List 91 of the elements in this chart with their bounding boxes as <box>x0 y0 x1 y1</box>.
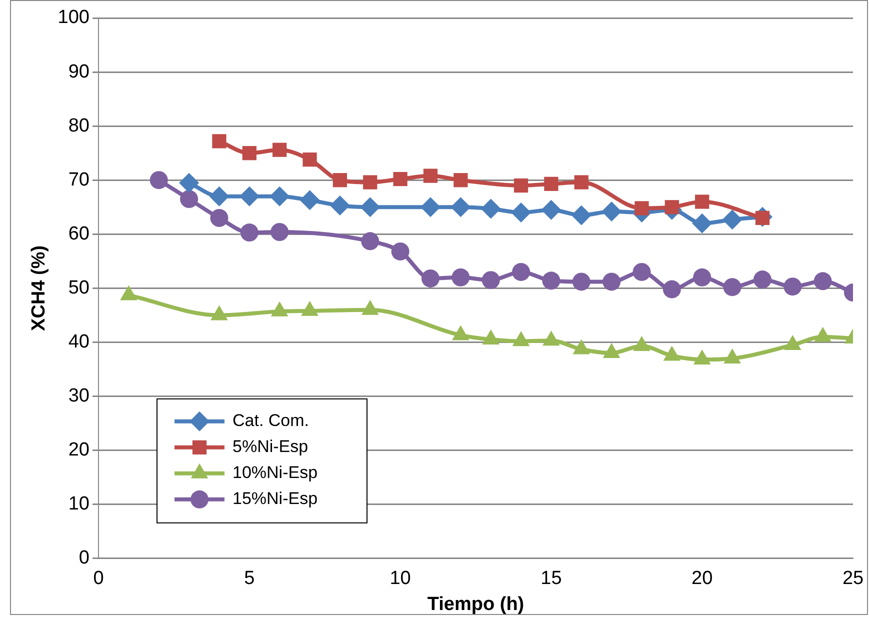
point <box>633 336 650 352</box>
y-tick-label: 40 <box>68 331 90 352</box>
x-tick-label: 20 <box>692 568 713 590</box>
point <box>452 268 470 286</box>
x-tick-label: 15 <box>540 568 562 590</box>
point <box>541 200 562 220</box>
point <box>480 198 501 219</box>
point <box>330 196 350 216</box>
point <box>180 190 198 208</box>
y-axis-title: XCH4 (%) <box>28 245 50 331</box>
y-tick-label: 80 <box>68 115 90 136</box>
point <box>634 201 649 216</box>
point <box>239 186 260 206</box>
legend-label: 5%Ni-Esp <box>232 437 308 456</box>
y-tick-label: 90 <box>68 61 90 82</box>
y-tick-label: 60 <box>68 223 90 244</box>
point <box>753 270 772 289</box>
point <box>120 285 138 300</box>
point <box>602 201 622 222</box>
point <box>695 194 710 209</box>
point <box>420 197 440 218</box>
point <box>814 326 832 342</box>
point <box>784 334 802 350</box>
point <box>723 278 742 296</box>
point <box>663 346 681 361</box>
point <box>452 325 470 340</box>
point <box>724 348 741 364</box>
y-tick-label: 70 <box>68 169 90 190</box>
point <box>391 242 410 260</box>
legend-label: 10%Ni-Esp <box>232 463 318 482</box>
point <box>212 134 226 148</box>
point <box>210 208 228 227</box>
point <box>150 171 168 190</box>
point <box>301 300 318 316</box>
point <box>574 175 588 190</box>
point <box>542 330 560 346</box>
point <box>270 301 288 316</box>
point <box>450 197 471 218</box>
point <box>423 168 438 183</box>
point <box>692 213 712 234</box>
y-tick-label: 30 <box>68 386 90 407</box>
point <box>270 186 290 206</box>
point <box>332 173 348 188</box>
point <box>240 224 258 242</box>
legend-label: 15%Ni-Esp <box>232 489 318 508</box>
point <box>300 190 320 210</box>
point <box>514 178 528 193</box>
point <box>814 272 832 290</box>
point <box>722 210 742 230</box>
point <box>209 186 230 206</box>
point <box>421 269 440 288</box>
point <box>454 173 468 188</box>
point <box>784 278 802 296</box>
point <box>363 175 378 190</box>
point <box>302 152 317 167</box>
legend-label: Cat. Com. <box>232 411 310 430</box>
y-tick-label: 20 <box>68 440 90 461</box>
point <box>511 202 532 223</box>
point <box>179 172 200 193</box>
point <box>210 305 228 320</box>
point <box>361 232 380 250</box>
y-tick-label: 50 <box>68 277 90 298</box>
point <box>544 176 558 191</box>
point <box>482 330 500 345</box>
point <box>512 262 530 281</box>
point <box>572 272 590 291</box>
point <box>693 350 711 365</box>
point <box>242 146 256 160</box>
x-axis-title: Tiempo (h) <box>427 594 524 615</box>
point <box>632 262 651 281</box>
y-tick-label: 100 <box>58 7 90 28</box>
point <box>393 172 408 186</box>
y-tick-label: 0 <box>78 548 90 569</box>
y-tick-label: 10 <box>68 494 90 515</box>
point <box>361 300 379 315</box>
point <box>482 271 500 290</box>
point <box>662 280 681 298</box>
x-tick-label: 5 <box>244 568 255 590</box>
point <box>512 331 530 346</box>
point <box>542 272 560 290</box>
point <box>602 343 620 358</box>
point <box>270 223 289 241</box>
x-tick-label: 25 <box>842 568 864 590</box>
point <box>360 197 380 218</box>
point <box>693 268 712 286</box>
point <box>571 205 592 226</box>
x-tick-label: 10 <box>390 568 411 590</box>
point <box>602 272 621 291</box>
x-tick-label: 0 <box>93 568 104 590</box>
point <box>572 339 590 354</box>
point <box>272 142 287 157</box>
